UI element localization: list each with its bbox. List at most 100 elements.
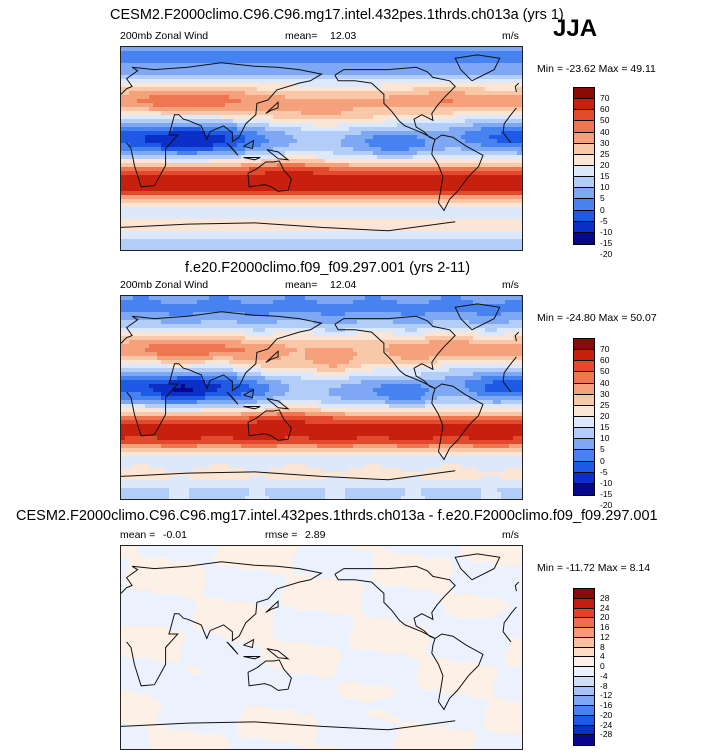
field-cell (425, 147, 430, 152)
field-cell (193, 71, 198, 76)
field-cell (321, 231, 326, 236)
field-cell (461, 115, 466, 120)
field-cell (405, 183, 410, 188)
field-cell (161, 175, 166, 180)
field-cell (369, 159, 374, 164)
field-cell (201, 203, 206, 208)
field-cell (125, 127, 130, 132)
field-cell (445, 59, 450, 64)
field-cell (329, 51, 334, 56)
field-cell (261, 155, 266, 160)
field-cell (509, 95, 514, 100)
field-cell (449, 143, 454, 148)
field-cell (129, 199, 134, 204)
field-cell (257, 235, 262, 240)
field-cell (221, 91, 226, 96)
field-cell (177, 75, 182, 80)
field-cell (225, 71, 230, 76)
field-cell (473, 195, 478, 200)
field-cell (453, 59, 458, 64)
field-cell (357, 103, 362, 108)
field-cell (433, 67, 438, 72)
field-cell (281, 239, 286, 244)
field-cell (269, 127, 274, 132)
field-cell (337, 103, 342, 108)
field-cell (465, 51, 470, 56)
field-cell (177, 131, 182, 136)
field-cell (453, 215, 458, 220)
field-cell (217, 119, 222, 124)
field-cell (185, 135, 190, 140)
field-cell (337, 47, 342, 52)
field-cell (333, 63, 338, 68)
field-cell (461, 167, 466, 172)
field-cell (269, 207, 274, 212)
field-cell (345, 187, 350, 192)
field-cell (381, 143, 386, 148)
field-cell (497, 71, 502, 76)
field-cell (221, 115, 226, 120)
field-cell (501, 235, 506, 240)
field-cell (413, 131, 418, 136)
field-cell (381, 199, 386, 204)
field-cell (373, 239, 378, 244)
field-cell (377, 191, 382, 196)
field-cell (501, 195, 506, 200)
field-cell (221, 143, 226, 148)
field-cell (189, 167, 194, 172)
field-cell (281, 87, 286, 92)
field-cell (517, 87, 522, 92)
field-cell (129, 215, 134, 220)
field-cell (145, 107, 150, 112)
field-cell (133, 235, 138, 240)
field-cell (209, 179, 214, 184)
field-cell (373, 219, 378, 224)
field-cell (157, 171, 162, 176)
field-cell (169, 103, 174, 108)
field-cell (193, 135, 198, 140)
field-cell (389, 203, 394, 208)
field-cell (149, 83, 154, 88)
field-cell (357, 51, 362, 56)
field-cell (361, 59, 366, 64)
field-cell (341, 167, 346, 172)
field-cell (429, 231, 434, 236)
field-cell (409, 79, 414, 84)
field-cell (465, 95, 470, 100)
field-cell (165, 155, 170, 160)
field-cell (453, 87, 458, 92)
field-cell (445, 171, 450, 176)
field-cell (417, 175, 422, 180)
field-cell (193, 51, 198, 56)
field-cell (521, 111, 522, 116)
field-cell (149, 179, 154, 184)
field-cell (405, 87, 410, 92)
field-cell (449, 175, 454, 180)
field-cell (389, 187, 394, 192)
field-cell (125, 71, 130, 76)
field-cell (437, 227, 442, 232)
field-cell (485, 91, 490, 96)
field-cell (213, 59, 218, 64)
field-cell (209, 79, 214, 84)
field-cell (225, 199, 230, 204)
field-cell (465, 179, 470, 184)
field-cell (337, 231, 342, 236)
field-cell (229, 183, 234, 188)
field-cell (437, 231, 442, 236)
field-cell (377, 223, 382, 228)
field-cell (465, 147, 470, 152)
field-cell (429, 207, 434, 212)
field-cell (309, 163, 314, 168)
field-cell (449, 179, 454, 184)
field-cell (193, 231, 198, 236)
field-cell (129, 115, 134, 120)
field-cell (305, 239, 310, 244)
field-cell (305, 171, 310, 176)
field-cell (301, 211, 306, 216)
field-cell (245, 119, 250, 124)
field-cell (513, 187, 518, 192)
field-cell (137, 191, 142, 196)
field-cell (397, 107, 402, 112)
field-cell (125, 151, 130, 156)
